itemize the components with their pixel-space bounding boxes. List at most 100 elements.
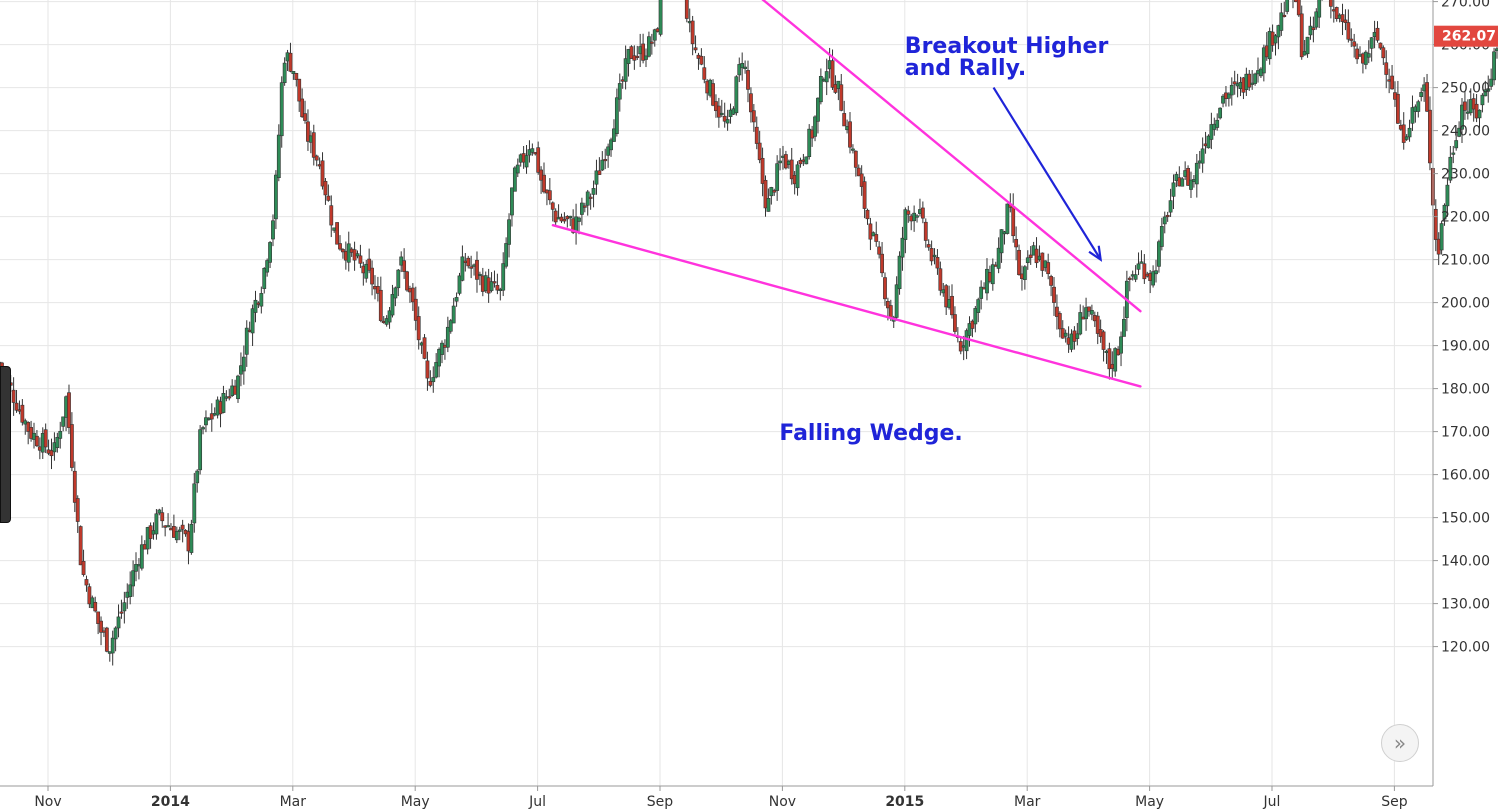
candle — [300, 88, 305, 118]
trendlines — [551, 0, 1142, 388]
candle — [524, 144, 529, 174]
candle — [355, 250, 360, 259]
candle — [996, 237, 1001, 274]
candle-body — [848, 121, 852, 148]
candle — [1171, 174, 1176, 210]
candle — [1343, 9, 1348, 31]
candle — [1253, 72, 1257, 86]
candle — [1194, 153, 1199, 198]
candle — [131, 560, 135, 597]
candle-body — [614, 97, 619, 134]
candle — [856, 164, 861, 177]
candle — [1052, 277, 1056, 316]
candle — [842, 100, 847, 127]
candle — [1279, 2, 1284, 36]
candle-body — [43, 429, 48, 448]
candle-body — [1095, 315, 1100, 334]
candle-body — [824, 71, 829, 83]
candle — [180, 519, 185, 543]
candle-body — [180, 524, 185, 530]
candle-body — [1221, 95, 1225, 104]
price-tick-label: 220.00 — [1441, 210, 1490, 226]
candle — [119, 599, 124, 619]
side-panel-handle[interactable] — [0, 366, 11, 523]
candle-body — [1168, 200, 1173, 213]
candle-body — [1369, 37, 1374, 49]
candle-body — [711, 83, 715, 106]
candle-body — [154, 513, 159, 535]
candle — [574, 203, 578, 245]
candle — [874, 221, 879, 247]
candle — [894, 276, 899, 321]
candle-body — [632, 55, 637, 61]
candle-body — [1314, 11, 1319, 28]
candle-body — [536, 147, 541, 173]
candle — [1075, 322, 1080, 346]
candle — [1063, 329, 1068, 343]
candle-body — [227, 396, 232, 399]
candle-body — [504, 243, 509, 267]
candle — [291, 71, 296, 80]
candle-body — [355, 253, 360, 257]
candle — [466, 255, 471, 269]
candle — [614, 88, 619, 137]
candle-body — [530, 148, 535, 153]
candle — [81, 549, 86, 577]
candle — [422, 334, 427, 360]
candle-body — [1299, 13, 1304, 58]
candle-body — [923, 221, 928, 241]
candle-body — [515, 164, 520, 174]
candle — [1005, 203, 1010, 235]
candle — [134, 552, 138, 582]
candle — [649, 33, 654, 55]
candle — [737, 57, 742, 83]
candle-body — [1384, 62, 1389, 75]
candle-body — [119, 611, 124, 614]
candle — [492, 270, 497, 288]
candle-body — [979, 286, 984, 299]
candle — [1139, 250, 1144, 264]
candle-body — [1119, 336, 1123, 354]
candle-body — [116, 616, 121, 629]
candle-body — [999, 229, 1004, 254]
candle-body — [582, 205, 587, 208]
candle-body — [603, 158, 608, 162]
candle — [431, 366, 436, 393]
candle — [104, 626, 109, 653]
candle — [428, 370, 433, 388]
grid-lines — [0, 0, 1433, 786]
candle — [338, 235, 342, 251]
candle — [1296, 0, 1301, 17]
candle — [1136, 252, 1141, 276]
candle-body — [367, 258, 372, 271]
candle — [1355, 43, 1359, 64]
candle-body — [859, 173, 864, 187]
candle — [1055, 294, 1059, 330]
candle-body — [131, 570, 135, 587]
candle — [253, 290, 258, 323]
candle-body — [789, 159, 794, 180]
candle-body — [1454, 140, 1459, 149]
candle-body — [346, 243, 351, 263]
candle-body — [1425, 82, 1429, 112]
candle — [754, 116, 759, 150]
candle-body — [440, 342, 444, 355]
candle-body — [437, 348, 441, 367]
candle-body — [428, 380, 433, 386]
scroll-to-latest-button[interactable]: » — [1381, 724, 1419, 762]
candle-body — [160, 512, 165, 522]
candle — [1366, 40, 1371, 64]
candle — [999, 229, 1004, 263]
price-tick-label: 190.00 — [1441, 339, 1490, 355]
candle-body — [276, 134, 281, 179]
candle-body — [510, 187, 514, 216]
candle — [1142, 254, 1147, 284]
candle — [798, 157, 803, 168]
candle — [684, 0, 689, 23]
candle-body — [99, 620, 103, 633]
last-price-badge: 262.07 — [1434, 25, 1498, 47]
candle — [195, 469, 200, 493]
candle-body — [920, 207, 925, 219]
candle-body — [1113, 348, 1118, 372]
candle-body — [749, 93, 753, 113]
